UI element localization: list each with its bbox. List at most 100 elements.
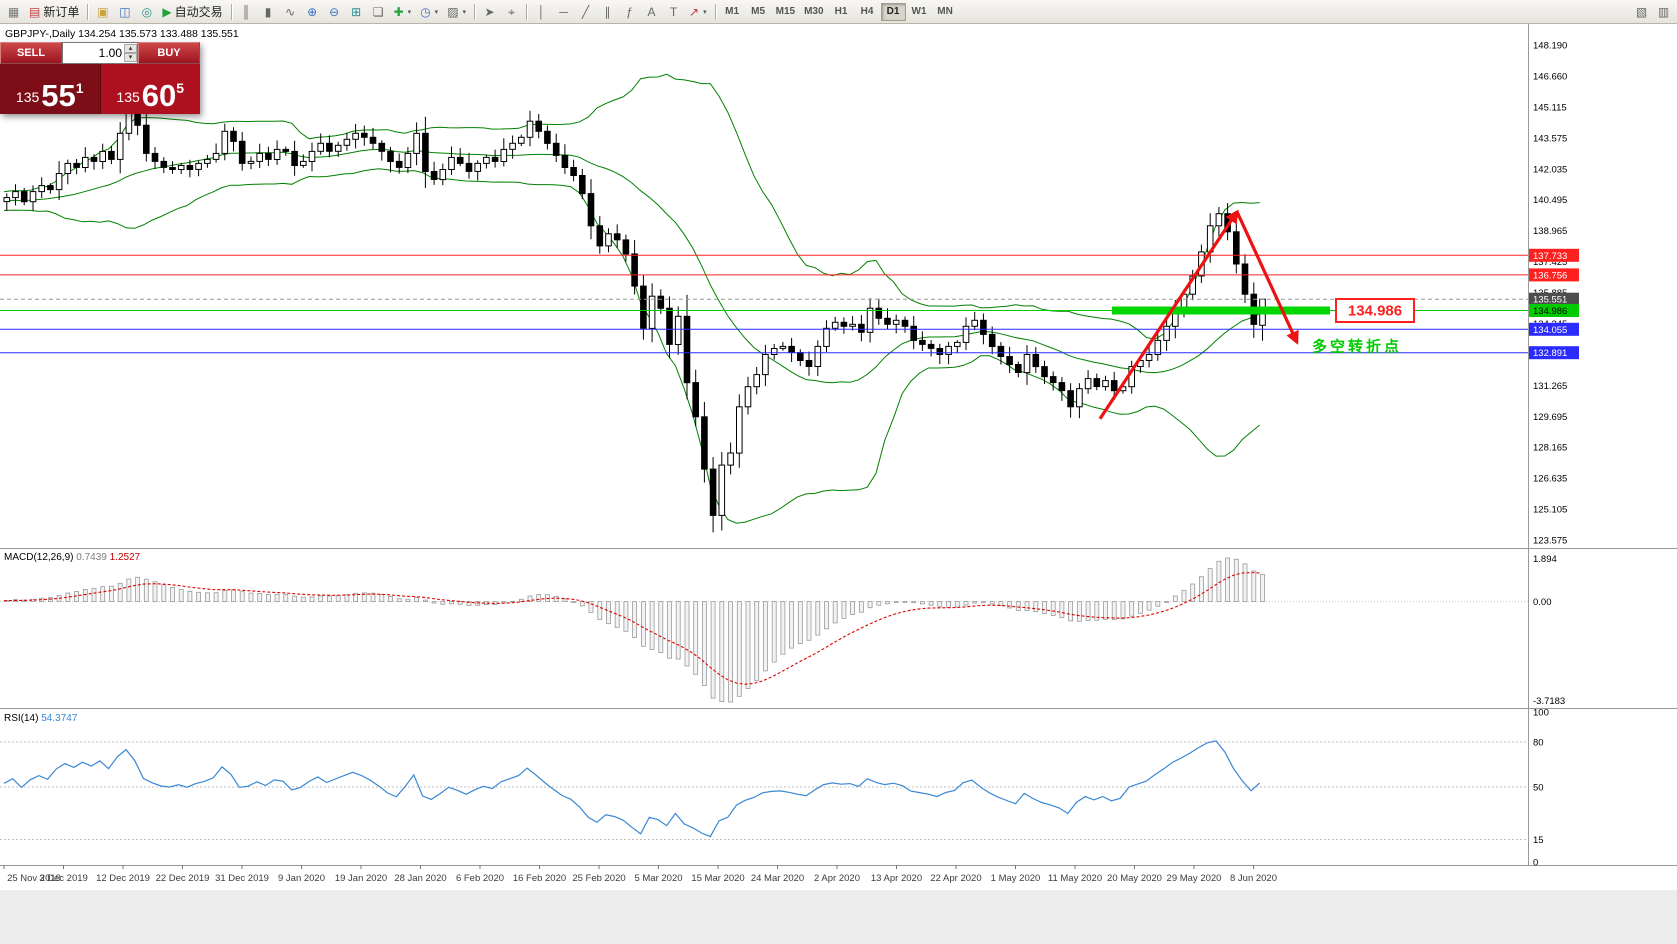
timeframe-w1-button[interactable]: W1 [907,3,932,21]
svg-text:137.733: 137.733 [1533,251,1567,262]
svg-text:123.575: 123.575 [1533,536,1567,547]
svg-text:9 Jan 2020: 9 Jan 2020 [278,873,325,884]
candlestick-chart-icon: ▮ [264,4,272,19]
arrows-tool-button[interactable]: ↗ ▾ [685,2,711,22]
svg-text:13 Apr 2020: 13 Apr 2020 [871,873,922,884]
timeframe-mn-button[interactable]: MN [933,3,958,21]
chart-canvas[interactable]: 134.986 多空转折点 148.190 146.660 145.115 143.575… [0,24,1677,944]
timeframe-m15-button[interactable]: M15 [772,3,799,21]
volume-up-button[interactable]: ▴ [124,44,137,53]
cascade-windows-button[interactable]: ❏ [368,2,389,22]
horizontal-lines[interactable] [0,254,1528,354]
trendline-icon: ╱ [581,4,590,19]
sell-button[interactable]: SELL [0,42,62,64]
profiles-button[interactable]: ▣ [92,2,113,22]
pane-separators[interactable] [0,24,1677,867]
svg-text:15 Mar 2020: 15 Mar 2020 [691,873,744,884]
window-layout-button[interactable]: ▧ [1631,2,1652,22]
support-resistance-bar[interactable] [1112,306,1330,315]
svg-text:-3.7183: -3.7183 [1533,696,1565,707]
timeframe-d1-button[interactable]: D1 [880,2,906,21]
navigator-button[interactable]: ◎ [136,2,157,22]
bar-chart-button[interactable]: ║ [236,2,257,22]
svg-text:0: 0 [1533,858,1538,869]
horizontal-line-button[interactable]: ─ [553,2,574,22]
svg-text:20 May 2020: 20 May 2020 [1107,873,1162,884]
window-list-button[interactable]: ▥ [1653,2,1674,22]
svg-text:15: 15 [1533,835,1544,846]
svg-text:80: 80 [1533,738,1544,749]
buy-price-head: 135 [116,89,140,105]
volume-spinner: ▴ ▾ [124,44,137,62]
bottom-filler [0,890,1677,944]
line-chart-button[interactable]: ∿ [280,2,301,22]
trend-arrows[interactable] [1098,209,1299,420]
tile-windows-button[interactable]: ⊞ [346,2,367,22]
svg-text:25 Nov 2019: 25 Nov 2019 [7,873,61,884]
sell-price[interactable]: 135 55 1 [0,64,100,114]
svg-text:22 Dec 2019: 22 Dec 2019 [156,873,210,884]
timeframe-m1-button[interactable]: M1 [720,3,745,21]
charts-bar-button[interactable]: ▦ [3,2,24,22]
turning-point-text[interactable]: 多空转折点 [1312,337,1402,355]
text-label-button[interactable]: T [663,2,684,22]
crosshair-button[interactable]: ⌖ [501,2,522,22]
svg-text:143.575: 143.575 [1533,133,1567,144]
zoom-out-button[interactable]: ⊖ [324,2,345,22]
tile-windows-icon: ⊞ [351,4,362,19]
dropdown-arrow-icon: ▾ [462,8,467,16]
text-tool-button[interactable]: A [641,2,662,22]
trendline-button[interactable]: ╱ [575,2,596,22]
periods-button[interactable]: ◷ ▾ [416,2,442,22]
svg-text:0.00: 0.00 [1533,597,1552,608]
svg-text:135.551: 135.551 [1533,295,1567,306]
volume-input[interactable] [63,46,124,60]
templates-button[interactable]: ▨ ▾ [443,2,470,22]
timeframe-m5-button[interactable]: M5 [746,3,771,21]
crosshair-icon: ⌖ [508,4,515,19]
cursor-button[interactable]: ➤ [479,2,500,22]
text-tool-icon: A [647,4,656,19]
toolbar-separator [87,3,89,20]
candlestick-chart-button[interactable]: ▮ [258,2,279,22]
timeframe-h1-button[interactable]: H1 [829,3,854,21]
timeframe-m30-button[interactable]: M30 [800,3,827,21]
market-watch-button[interactable]: ◫ [114,2,135,22]
line-chart-icon: ∿ [285,4,296,19]
fibonacci-button[interactable]: ƒ [619,2,640,22]
svg-text:28 Jan 2020: 28 Jan 2020 [394,873,446,884]
svg-text:140.495: 140.495 [1533,195,1567,206]
timeframe-h4-button[interactable]: H4 [855,3,880,21]
macd-pane: MACD(12,26,9) 0.7439 1.2527 1.894 0.00 -3.7… [0,552,1565,707]
sell-price-sup: 1 [75,80,84,96]
buy-price[interactable]: 135 60 5 [99,64,200,114]
zoom-in-button[interactable]: ⊕ [302,2,323,22]
buy-button[interactable]: BUY [138,42,200,64]
indicators-button[interactable]: ✚ ▾ [390,2,416,22]
vertical-line-button[interactable]: │ [531,2,552,22]
autotrading-button[interactable]: ▶ 自动交易 [158,2,226,22]
new-order-button[interactable]: ▤ 新订单 [25,2,83,22]
sell-price-head: 135 [15,89,40,105]
price-callout[interactable]: 134.986 [1335,298,1415,323]
indicators-icon: ✚ [393,4,404,19]
svg-text:125.105: 125.105 [1533,505,1567,516]
svg-text:8 Jun 2020: 8 Jun 2020 [1230,873,1277,884]
svg-text:131.265: 131.265 [1533,381,1567,392]
svg-text:134.986: 134.986 [1348,303,1402,320]
svg-text:148.190: 148.190 [1533,41,1567,52]
svg-text:137.425: 137.425 [1533,257,1567,268]
price-axis[interactable]: 148.190 146.660 145.115 143.575 142.035 140.4… [1529,41,1579,547]
svg-text:145.115: 145.115 [1533,102,1567,113]
chart-icon: ▦ [7,4,20,19]
bar-chart-icon: ║ [241,4,251,19]
svg-text:1.894: 1.894 [1533,554,1557,565]
volume-down-button[interactable]: ▾ [124,53,137,62]
channel-button[interactable]: ∥ [597,2,618,22]
svg-text:100: 100 [1533,708,1549,719]
svg-text:24 Mar 2020: 24 Mar 2020 [751,873,804,884]
svg-text:5 Mar 2020: 5 Mar 2020 [634,873,682,884]
sell-price-big: 55 [41,78,76,113]
